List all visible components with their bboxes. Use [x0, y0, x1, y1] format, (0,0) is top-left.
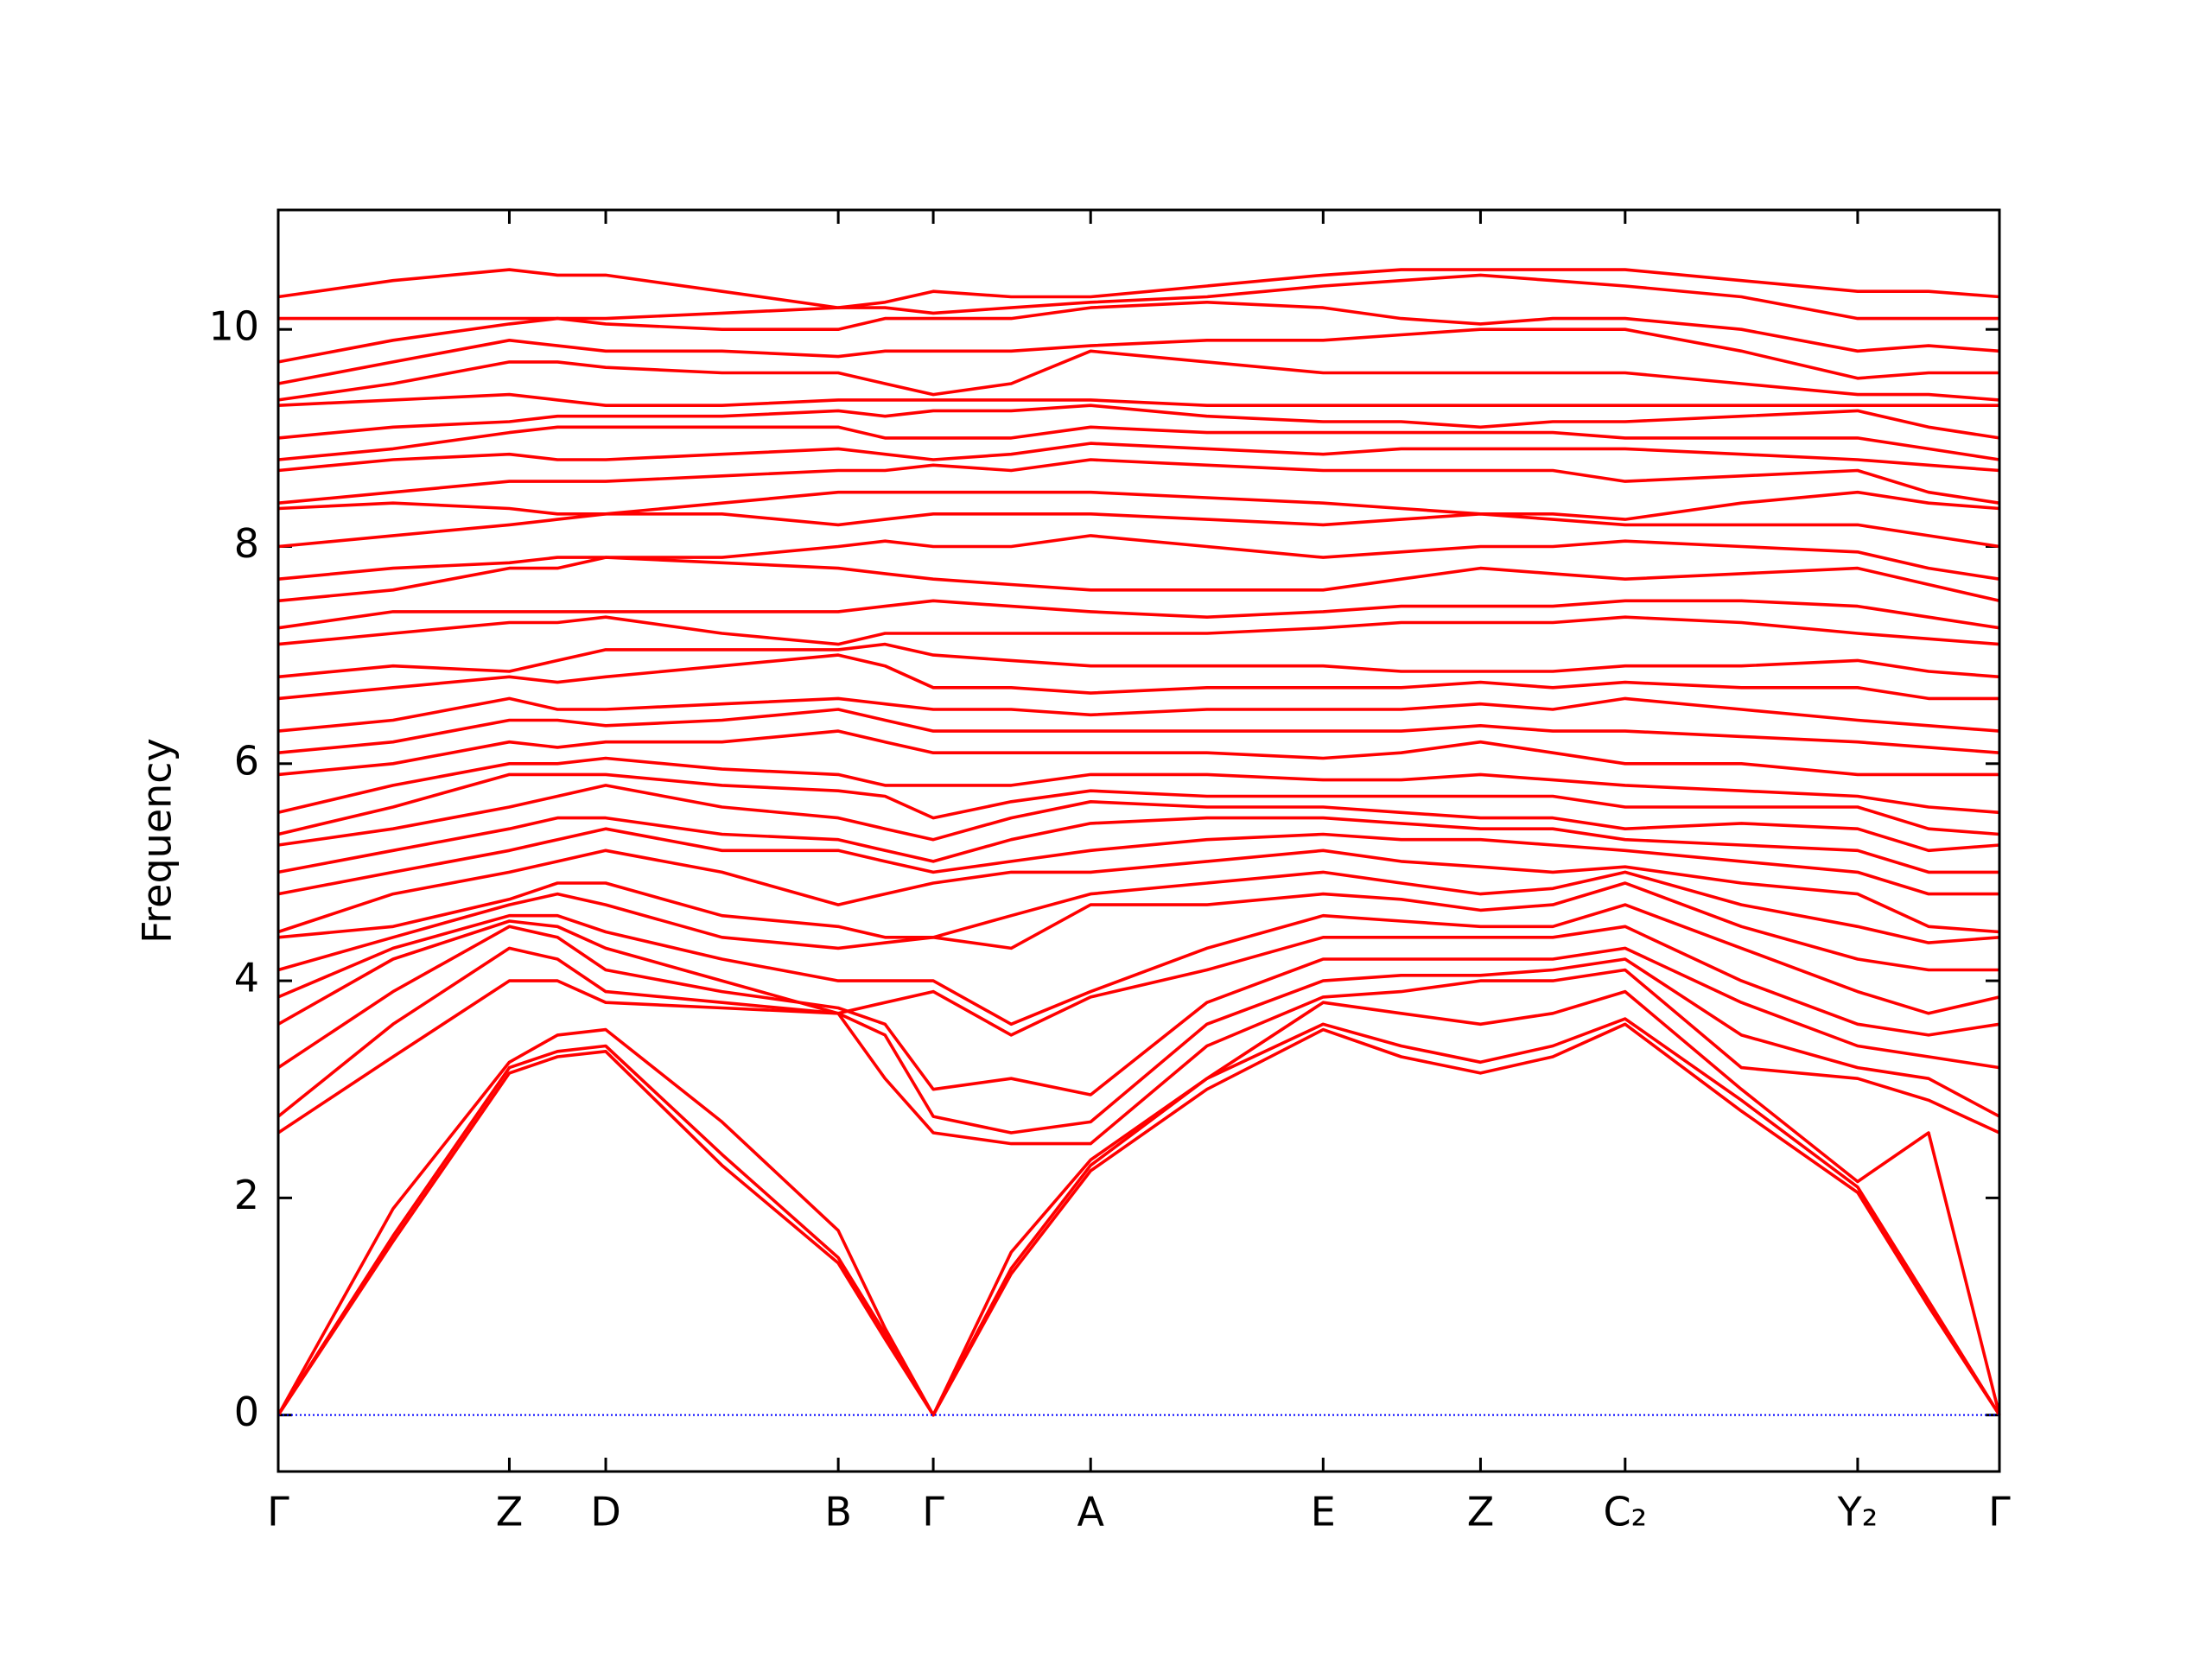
x-tick-label: C₂	[1604, 1489, 1648, 1535]
y-axis-label: Frequency	[134, 738, 181, 944]
band-line	[277, 881, 1999, 972]
y-tick-label: 8	[234, 520, 259, 567]
band-line	[277, 968, 2000, 1146]
band-line	[276, 1017, 2001, 1417]
x-tick-label: Z	[496, 1489, 524, 1535]
band-line	[277, 268, 2000, 309]
x-tick-label: Y₂	[1837, 1489, 1878, 1535]
x-tick-label: D	[590, 1489, 620, 1535]
x-tick-label: Γ	[1988, 1489, 2011, 1535]
band-line	[277, 642, 2000, 679]
y-tick-label: 0	[234, 1389, 259, 1435]
band-line	[277, 615, 2000, 646]
band-line	[277, 870, 2000, 944]
band-line	[277, 772, 2000, 836]
band-line	[277, 756, 2000, 815]
band-line	[276, 1022, 2001, 1417]
band-line	[277, 925, 2000, 1096]
band-line	[277, 696, 2000, 733]
band-line	[277, 556, 2000, 603]
band-line	[277, 816, 1999, 874]
band-line	[277, 327, 1999, 385]
x-tick-label: E	[1311, 1489, 1336, 1535]
x-tick-label: Z	[1467, 1489, 1495, 1535]
band-line	[276, 989, 2001, 1417]
plot-frame	[276, 208, 2001, 1473]
band-line	[277, 392, 1999, 408]
band-line	[277, 404, 2000, 440]
band-line	[277, 919, 2000, 1037]
band-line	[277, 653, 1999, 701]
band-line	[277, 442, 2000, 473]
band-line	[277, 903, 2000, 1027]
band-line	[277, 599, 2000, 630]
band-line	[277, 300, 2000, 364]
band-line	[277, 425, 2000, 461]
y-tick-label: 6	[234, 737, 259, 784]
band-line	[277, 458, 2000, 505]
x-tick-label: Γ	[922, 1489, 944, 1535]
band-line	[277, 849, 2000, 934]
y-tick-label: 4	[234, 955, 259, 1001]
band-line	[277, 349, 2000, 402]
band-line	[277, 512, 2000, 549]
band-line	[278, 273, 1999, 321]
y-tick-label: 2	[234, 1172, 259, 1218]
x-tick-label: A	[1077, 1489, 1104, 1535]
band-line	[277, 490, 2000, 521]
band-line	[277, 534, 2000, 581]
x-tick-label: B	[824, 1489, 852, 1535]
band-line	[276, 946, 2000, 1135]
band-line	[277, 827, 1999, 896]
x-tick-label: Γ	[267, 1489, 289, 1535]
band-line	[277, 708, 2000, 754]
y-tick-label: 10	[208, 303, 259, 350]
band-line	[277, 729, 1999, 777]
band-line	[277, 784, 2000, 853]
